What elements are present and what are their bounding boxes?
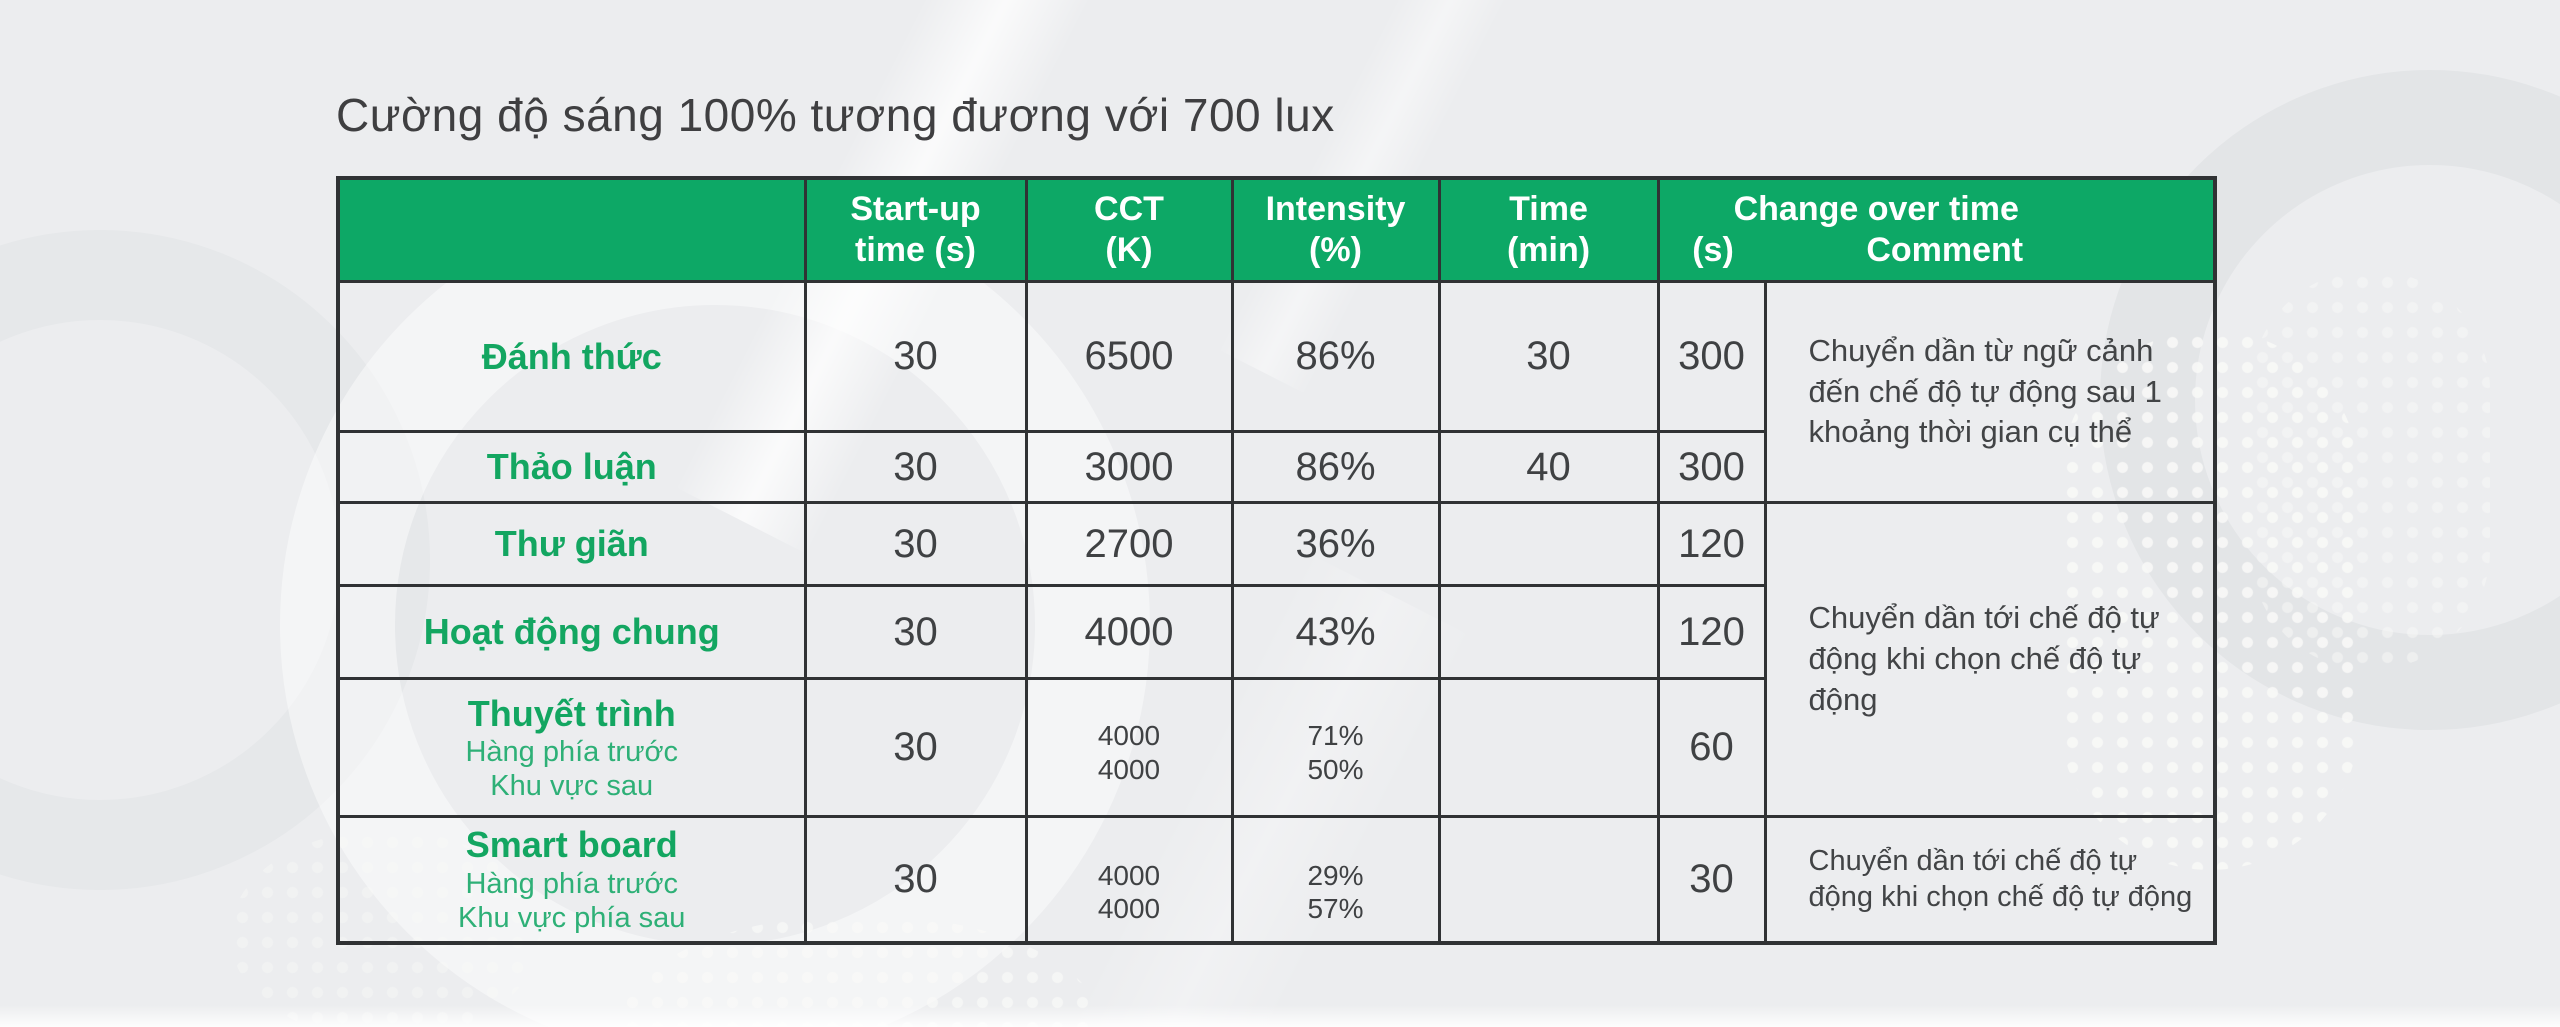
cct-cell: 4000 4000 — [1024, 677, 1234, 818]
change-over-time-label: Change over time — [1733, 190, 2019, 229]
header-row: Start-up time (s) CCT (K) Intensity (%) … — [336, 176, 2217, 283]
startup-cell: 30 — [803, 501, 1028, 587]
mode-cell: Smart board Hàng phía trước Khu vực phía… — [336, 815, 807, 944]
change-seconds-cell: 60 — [1656, 677, 1767, 818]
startup-cell: 30 — [803, 280, 1028, 433]
time-cell — [1437, 501, 1660, 587]
cct-cell: 4000 4000 — [1024, 815, 1234, 944]
table-row-wake: Đánh thức 30 6500 86% 30 300 Chuyển dần … — [336, 280, 2217, 504]
time-cell — [1437, 584, 1660, 680]
startup-cell: 30 — [803, 677, 1028, 818]
table-row-relax: Thư giãn 30 2700 36% 120 Chuyển dần tới … — [336, 501, 2217, 818]
comment-cell: Chuyển dần từ ngữ cảnh đến chế độ tự độn… — [1763, 280, 2217, 504]
cct-cell: 6500 — [1024, 280, 1234, 433]
intensity-cell: 86% — [1230, 280, 1441, 433]
cct-cell: 3000 — [1024, 430, 1234, 504]
time-cell — [1437, 677, 1660, 818]
intensity-cell: 43% — [1230, 584, 1441, 680]
mode-sub-label: Khu vực phía sau — [458, 901, 686, 934]
mode-cell: Thuyết trình Hàng phía trước Khu vực sau — [336, 677, 807, 818]
intensity-cell: 36% — [1230, 501, 1441, 587]
time-cell: 30 — [1437, 280, 1660, 433]
column-header-mode — [336, 176, 807, 283]
table-row-smart-board: Smart board Hàng phía trước Khu vực phía… — [336, 815, 2217, 944]
time-cell — [1437, 815, 1660, 944]
background-bottom-fade — [0, 1005, 2560, 1027]
intensity-cell: 29% 57% — [1230, 815, 1441, 944]
mode-cell: Hoạt động chung — [336, 584, 807, 680]
intensity-cell: 71% 50% — [1230, 677, 1441, 818]
column-header-time: Time (min) — [1437, 176, 1660, 283]
startup-cell: 30 — [803, 584, 1028, 680]
change-seconds-cell: 30 — [1656, 815, 1767, 944]
cct-cell: 2700 — [1024, 501, 1234, 587]
mode-cell: Thảo luận — [336, 430, 807, 504]
change-seconds-cell: 300 — [1656, 280, 1767, 433]
mode-sub-label: Hàng phía trước — [465, 867, 679, 900]
cct-cell: 4000 — [1024, 584, 1234, 680]
table-row-presentation: Thuyết trình Hàng phía trước Khu vực sau… — [336, 677, 2215, 818]
mode-sub-label: Khu vực sau — [490, 770, 654, 803]
mode-name: Thuyết trình — [467, 692, 676, 734]
change-seconds-cell: 300 — [1656, 430, 1767, 504]
lighting-modes-table: Start-up time (s) CCT (K) Intensity (%) … — [336, 176, 2217, 945]
background-dot-pattern — [2250, 270, 2490, 670]
mode-name: Smart board — [465, 824, 678, 866]
comment-cell: Chuyển dần tới chế độ tự động khi chọn c… — [1763, 815, 2217, 944]
column-header-cct: CCT (K) — [1024, 176, 1234, 283]
column-header-startup-time: Start-up time (s) — [803, 176, 1028, 283]
column-header-change-over-time: Change over time (s) Comment — [1656, 176, 2217, 283]
startup-cell: 30 — [803, 815, 1028, 944]
change-seconds-cell: 120 — [1656, 501, 1767, 587]
comment-label: Comment — [1866, 231, 2024, 269]
comment-cell: Chuyển dần tới chế độ tự động khi chọn c… — [1763, 501, 2217, 818]
change-seconds-cell: 120 — [1656, 584, 1767, 680]
intensity-cell: 86% — [1230, 430, 1441, 504]
lighting-modes-table-wrap: Start-up time (s) CCT (K) Intensity (%) … — [336, 176, 2217, 945]
mode-cell: Thư giãn — [336, 501, 807, 587]
column-header-intensity: Intensity (%) — [1230, 176, 1441, 283]
startup-cell: 30 — [803, 430, 1028, 504]
time-cell: 40 — [1437, 430, 1660, 504]
mode-sub-label: Hàng phía trước — [465, 735, 679, 768]
page-title: Cường độ sáng 100% tương đương với 700 l… — [336, 89, 1335, 141]
table-row-discussion: Thảo luận 30 3000 86% 40 300 — [336, 430, 2215, 504]
mode-cell: Đánh thức — [336, 280, 807, 433]
table-row-general-activity: Hoạt động chung 30 4000 43% 120 — [336, 584, 2215, 680]
change-seconds-label: (s) — [1692, 231, 1734, 269]
